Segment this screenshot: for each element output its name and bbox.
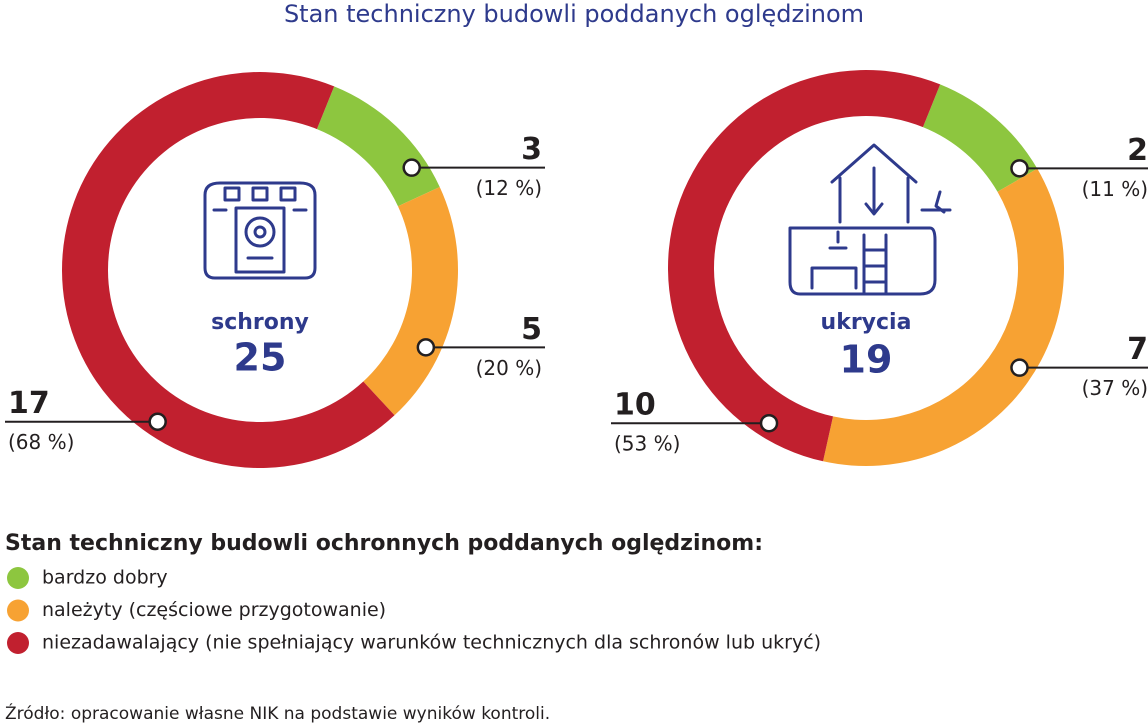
value-label: 2 [1127,133,1148,168]
percent-label: (11 %) [1082,177,1148,201]
percent-label: (12 %) [476,176,542,200]
refuge-icon [788,143,952,296]
leader-dot [148,412,167,431]
leader-dot [402,158,421,177]
value-label: 5 [521,312,542,347]
source: Źródło: opracowanie własne NIK na podsta… [5,702,550,724]
shelter-icon [203,181,317,280]
center-total: 25 [234,336,287,380]
title: Stan techniczny budowli poddanych oględz… [284,0,864,28]
donut-segment [316,86,440,207]
donut-segment [61,72,395,469]
donut-segment [922,84,1038,192]
percent-label: (53 %) [614,432,680,456]
leader-dot [1010,358,1029,377]
leader-dot [1010,159,1029,178]
legend-swatch [7,599,29,622]
percent-label: (37 %) [1082,376,1148,400]
legend-swatch [7,567,29,589]
value-label: 10 [614,388,656,423]
legend-title: Stan techniczny budowli ochronnych podda… [5,531,763,556]
donut-segment [363,186,458,416]
percent-label: (68 %) [8,430,74,454]
value-label: 7 [1127,332,1148,367]
percent-label: (20 %) [476,356,542,380]
center-total: 19 [840,338,893,382]
donut-segment [823,168,1064,467]
legend-label: niezadawalający (nie spełniający warunkó… [42,632,821,654]
legend-label: bardzo dobry [42,567,168,589]
value-label: 17 [8,386,50,421]
center-name: schrony [211,310,309,335]
value-label: 3 [521,132,542,167]
legend-swatch [7,632,29,654]
leader-dot [759,413,779,433]
donut-segment [667,69,941,462]
leader-dot [416,338,436,357]
legend-label: należyty (częściowe przygotowanie) [42,599,386,621]
center-name: ukrycia [821,310,912,335]
